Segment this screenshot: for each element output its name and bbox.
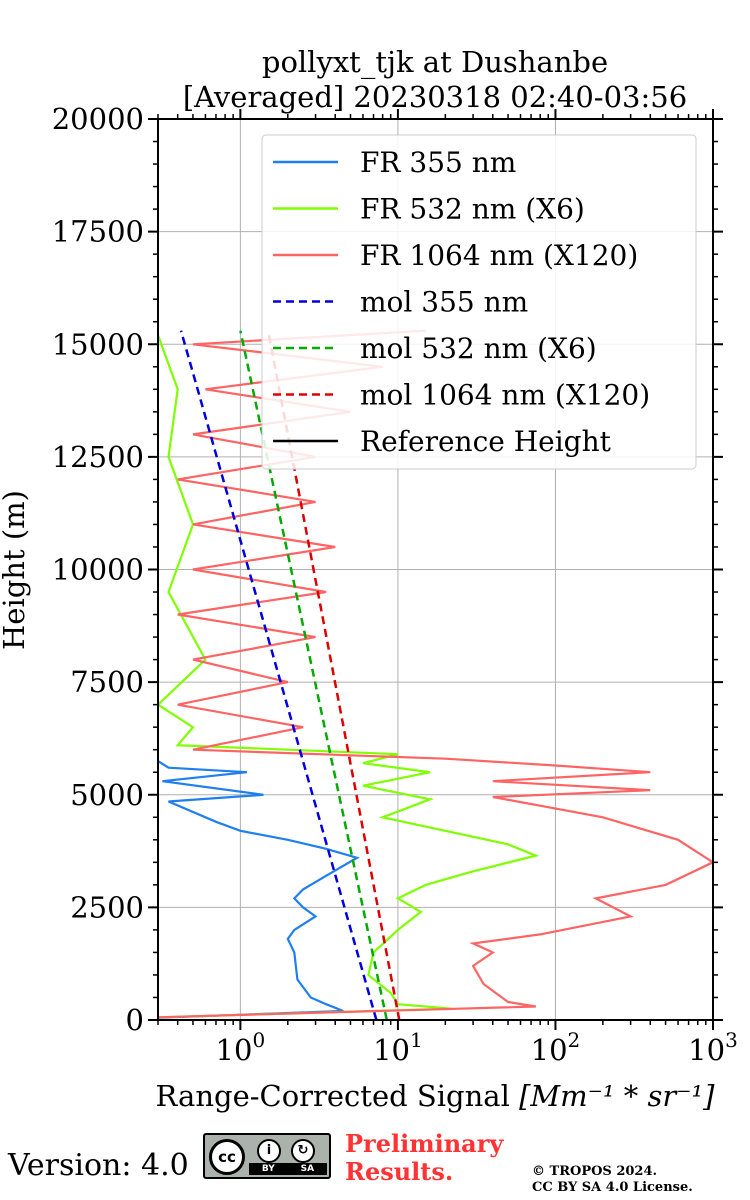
y-tick-label: 20000 bbox=[52, 102, 144, 136]
legend-label: mol 1064 nm (X120) bbox=[360, 379, 650, 412]
series-fr-532-nm-x6 bbox=[156, 334, 540, 1019]
x-axis-label-text: Range-Corrected Signal bbox=[156, 1079, 510, 1113]
cc-icon: cc bbox=[209, 1139, 245, 1175]
x-tick-label: 103 bbox=[688, 1028, 738, 1067]
y-tick-label: 0 bbox=[126, 1003, 144, 1037]
x-axis-label-unit: [Mm⁻¹ * sr⁻¹] bbox=[519, 1079, 715, 1113]
y-tick-label: 2500 bbox=[70, 890, 144, 924]
y-axis-label: Height (m) bbox=[0, 490, 31, 650]
x-tick-label: 102 bbox=[531, 1028, 581, 1067]
by-attribution-icon: i bbox=[257, 1139, 281, 1163]
x-axis-label: Range-Corrected Signal [Mm⁻¹ * sr⁻¹] bbox=[156, 1079, 716, 1113]
legend-box bbox=[261, 134, 697, 470]
x-tick-exponent: 2 bbox=[568, 1028, 581, 1052]
legend-label: Reference Height bbox=[360, 425, 612, 458]
legend-label: FR 1064 nm (X120) bbox=[360, 239, 638, 272]
x-tick-label: 101 bbox=[373, 1028, 423, 1067]
chart-title-line1: pollyxt_tjk at Dushanbe bbox=[262, 45, 608, 80]
legend-label: FR 355 nm bbox=[360, 146, 516, 179]
legend-label: mol 355 nm bbox=[360, 286, 528, 319]
sa-share-alike-icon: ↻ bbox=[291, 1139, 315, 1163]
y-tick-label: 12500 bbox=[52, 440, 144, 474]
x-tick-exponent: 0 bbox=[252, 1028, 265, 1052]
legend-label: mol 532 nm (X6) bbox=[360, 332, 597, 365]
legend-label: FR 532 nm (X6) bbox=[360, 193, 585, 226]
version-label: Version: 4.0 bbox=[8, 1148, 189, 1183]
y-tick-label: 5000 bbox=[70, 778, 144, 812]
x-tick-exponent: 3 bbox=[725, 1028, 738, 1052]
y-tick-label: 17500 bbox=[52, 215, 144, 249]
legend: FR 355 nm FR 532 nm (X6) FR 1064 nm (X120)… bbox=[261, 134, 697, 470]
x-tick-exponent: 1 bbox=[410, 1028, 423, 1052]
y-tick-label: 7500 bbox=[70, 665, 144, 699]
preliminary-results-label: Preliminary Results. bbox=[345, 1129, 504, 1186]
cc-strip: BY SA bbox=[249, 1163, 327, 1175]
x-tick-label: 100 bbox=[216, 1028, 266, 1067]
cc-by-sa-badge: cc i ↻ BY SA bbox=[203, 1133, 331, 1179]
y-tick-label: 10000 bbox=[52, 553, 144, 587]
data-series bbox=[156, 329, 716, 1021]
y-tick-label: 15000 bbox=[52, 327, 144, 361]
series-mol-355-nm bbox=[179, 330, 378, 1021]
chart-title-line2: [Averaged] 20230318 02:40-03:56 bbox=[183, 80, 687, 114]
series-fr-355-nm bbox=[157, 760, 360, 1019]
series-fr-1064-nm-x120 bbox=[157, 329, 716, 1019]
copyright-notice: © TROPOS 2024. CC BY SA 4.0 License. bbox=[532, 1164, 693, 1195]
